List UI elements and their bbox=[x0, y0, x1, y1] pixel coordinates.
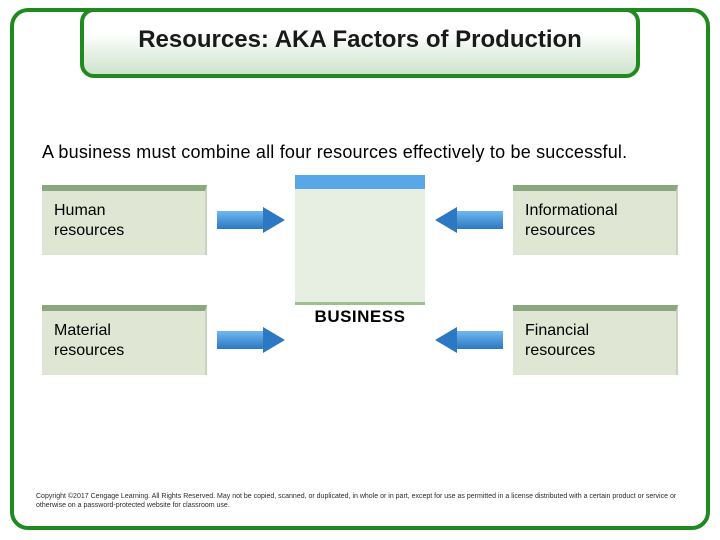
resource-financial: Financialresources bbox=[513, 305, 678, 375]
intro-text: A business must combine all four resourc… bbox=[42, 142, 678, 163]
resource-material: Materialresources bbox=[42, 305, 207, 375]
title-banner: Resources: AKA Factors of Production bbox=[80, 8, 640, 78]
resource-grid: BUSINESS Humanresources Informationalres… bbox=[42, 185, 678, 395]
slide-frame: Resources: AKA Factors of Production A b… bbox=[10, 8, 710, 530]
diagram-region: A business must combine all four resourc… bbox=[42, 142, 678, 395]
center-business-box bbox=[295, 175, 425, 305]
center-label: BUSINESS bbox=[315, 307, 406, 327]
arrow-head-tl bbox=[263, 207, 285, 233]
resource-informational: Informationalresources bbox=[513, 185, 678, 255]
resource-human: Humanresources bbox=[42, 185, 207, 255]
arrow-shaft-tr bbox=[455, 211, 503, 229]
arrow-head-br bbox=[435, 327, 457, 353]
arrow-shaft-tl bbox=[217, 211, 265, 229]
arrow-head-tr bbox=[435, 207, 457, 233]
arrow-shaft-br bbox=[455, 331, 503, 349]
arrow-shaft-bl bbox=[217, 331, 265, 349]
slide-title: Resources: AKA Factors of Production bbox=[138, 26, 582, 53]
copyright-text: Copyright ©2017 Cengage Learning. All Ri… bbox=[36, 492, 684, 510]
arrow-head-bl bbox=[263, 327, 285, 353]
